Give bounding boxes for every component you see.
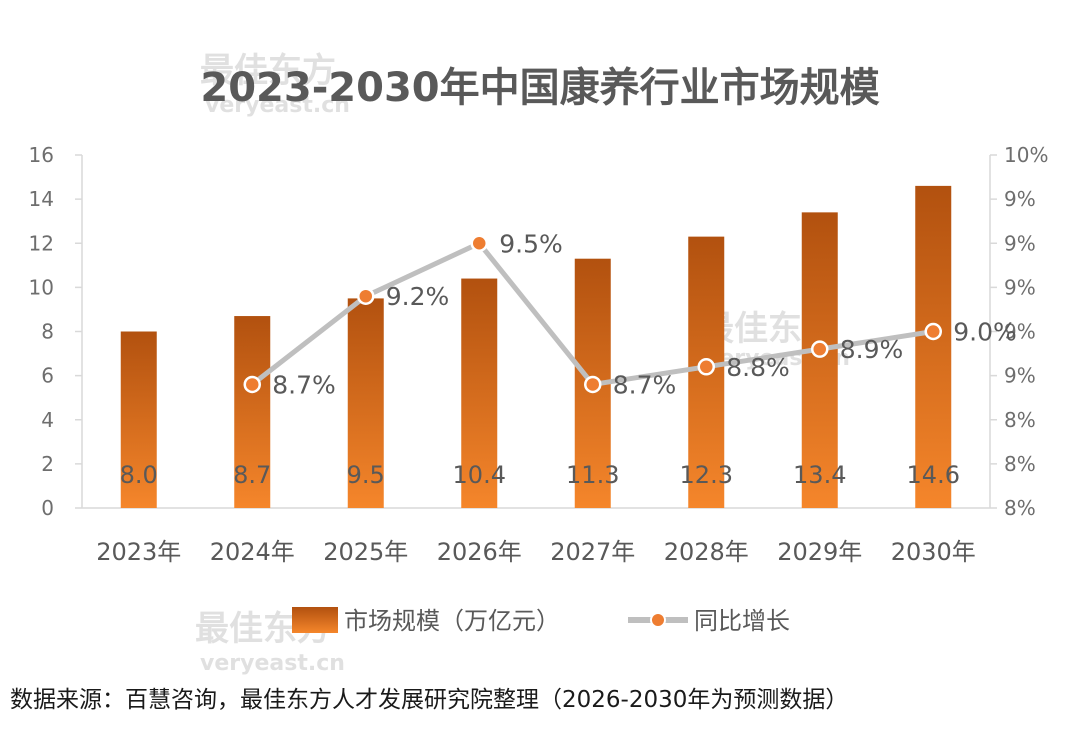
legend-line-marker	[650, 612, 666, 628]
right-tick-label: 8%	[1004, 452, 1036, 476]
bar	[234, 316, 271, 508]
watermark-brand: 最佳东方	[200, 51, 336, 91]
bar-value-label: 8.0	[120, 461, 158, 489]
bar	[347, 298, 384, 508]
legend-bar-swatch	[292, 607, 338, 633]
watermark-top: 最佳东方 veryeast.cn	[200, 51, 350, 118]
right-tick-label: 9%	[1004, 187, 1036, 211]
bar-value-label: 10.4	[453, 461, 506, 489]
bar-value-label: 13.4	[793, 461, 846, 489]
x-tick-label: 2029年	[777, 538, 862, 566]
x-tick-label: 2024年	[210, 538, 295, 566]
x-tick-label: 2023年	[96, 538, 181, 566]
bar-value-label: 11.3	[566, 461, 619, 489]
axes: 0 2 4 6 8 10 12 14 16 8% 8% 8% 9% 9% 9% 9% 9% 10% 2023年 202…	[29, 143, 1049, 566]
x-tick-label: 2026年	[437, 538, 522, 566]
left-tick-label: 2	[41, 452, 54, 476]
growth-point	[584, 375, 602, 394]
legend: 市场规模（万亿元） 同比增长	[292, 607, 790, 635]
growth-value-label: 9.5%	[499, 229, 563, 258]
x-tick-label: 2025年	[323, 538, 408, 566]
right-tick-label: 9%	[1004, 320, 1036, 344]
bar-value-label: 14.6	[907, 461, 960, 489]
watermark-bottom: 最佳东方 veryeast.cn	[195, 609, 345, 676]
growth-value-label: 8.8%	[726, 353, 790, 382]
x-tick-label: 2028年	[664, 538, 749, 566]
growth-value-label: 8.7%	[613, 370, 677, 399]
right-tick-label: 9%	[1004, 275, 1036, 299]
data-labels: 8.0 8.7 9.5 10.4 11.3 12.3 13.4 14.6 8.7% 9.2% 9.5…	[120, 229, 1017, 489]
right-tick-label: 8%	[1004, 496, 1036, 520]
bar-value-label: 12.3	[680, 461, 733, 489]
x-tick-label: 2030年	[891, 538, 976, 566]
growth-point	[470, 234, 488, 252]
right-tick-label: 9%	[1004, 231, 1036, 255]
left-tick-label: 16	[29, 143, 54, 167]
bar	[120, 331, 157, 508]
growth-value-label: 9.0%	[953, 318, 1017, 347]
growth-line	[243, 234, 942, 394]
source-note: 数据来源：百慧咨询，最佳东方人才发展研究院整理（2026-2030年为预测数据）	[10, 687, 849, 713]
bars	[120, 185, 952, 509]
watermark-site: veryeast.cn	[205, 93, 350, 118]
bar	[915, 185, 952, 508]
growth-value-label: 8.9%	[840, 335, 904, 364]
growth-point	[357, 287, 375, 305]
growth-value-label: 8.7%	[272, 370, 336, 399]
left-tick-label: 4	[41, 408, 54, 432]
growth-point	[243, 375, 261, 394]
right-tick-label: 10%	[1004, 143, 1048, 167]
growth-point	[924, 322, 942, 341]
growth-point	[811, 340, 829, 358]
bar-value-label: 9.5	[347, 461, 385, 489]
left-tick-label: 8	[41, 320, 54, 344]
chart-title: 2023-2030年中国康养行业市场规模	[200, 65, 879, 111]
left-tick-label: 0	[41, 496, 54, 520]
left-tick-label: 6	[41, 364, 54, 388]
x-tick-label: 2027年	[550, 538, 635, 566]
left-tick-label: 14	[29, 187, 54, 211]
watermark-site: veryeast.cn	[200, 651, 345, 676]
left-tick-label: 10	[29, 275, 54, 299]
bar	[801, 212, 838, 509]
right-tick-label: 8%	[1004, 408, 1036, 432]
left-tick-label: 12	[29, 231, 54, 255]
growth-value-label: 9.2%	[386, 282, 450, 311]
right-tick-label: 9%	[1004, 364, 1036, 388]
legend-bar-label: 市场规模（万亿元）	[344, 607, 560, 635]
bar-value-label: 8.7	[233, 461, 271, 489]
growth-point	[697, 358, 715, 376]
legend-line-label: 同比增长	[694, 607, 790, 635]
bar	[461, 278, 498, 508]
